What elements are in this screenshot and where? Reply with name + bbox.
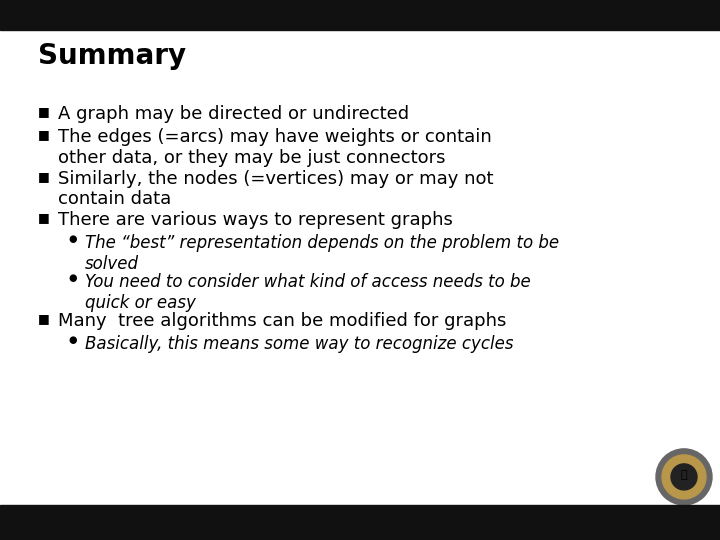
- Text: There are various ways to represent graphs: There are various ways to represent grap…: [58, 211, 453, 230]
- Text: ●: ●: [68, 273, 76, 283]
- Bar: [0, 505, 720, 540]
- Text: CS 311  -  Algorithms Analysis and Design: CS 311 - Algorithms Analysis and Design: [14, 516, 277, 529]
- Text: PSU: PSU: [681, 516, 706, 529]
- Text: ■: ■: [38, 105, 50, 118]
- Text: A graph may be directed or undirected: A graph may be directed or undirected: [58, 105, 409, 123]
- Text: Similarly, the nodes (=vertices) may or may not
contain data: Similarly, the nodes (=vertices) may or …: [58, 170, 493, 208]
- Circle shape: [656, 449, 712, 505]
- Text: ●: ●: [68, 234, 76, 244]
- Text: Summary: Summary: [38, 42, 186, 70]
- Text: You need to consider what kind of access needs to be
quick or easy: You need to consider what kind of access…: [85, 273, 531, 312]
- Text: ■: ■: [38, 128, 50, 141]
- Bar: [0, 0, 720, 30]
- Circle shape: [662, 455, 706, 499]
- Text: The edges (=arcs) may have weights or contain
other data, or they may be just co: The edges (=arcs) may have weights or co…: [58, 128, 492, 167]
- Text: ■: ■: [38, 312, 50, 325]
- Text: ■: ■: [38, 211, 50, 224]
- Text: ●: ●: [68, 335, 76, 345]
- Text: The “best” representation depends on the problem to be
solved: The “best” representation depends on the…: [85, 234, 559, 273]
- Text: Basically, this means some way to recognize cycles: Basically, this means some way to recogn…: [85, 335, 513, 353]
- Text: ■: ■: [38, 170, 50, 183]
- Text: Many  tree algorithms can be modified for graphs: Many tree algorithms can be modified for…: [58, 312, 506, 330]
- Text: 🏛: 🏛: [680, 470, 688, 480]
- Circle shape: [671, 464, 697, 490]
